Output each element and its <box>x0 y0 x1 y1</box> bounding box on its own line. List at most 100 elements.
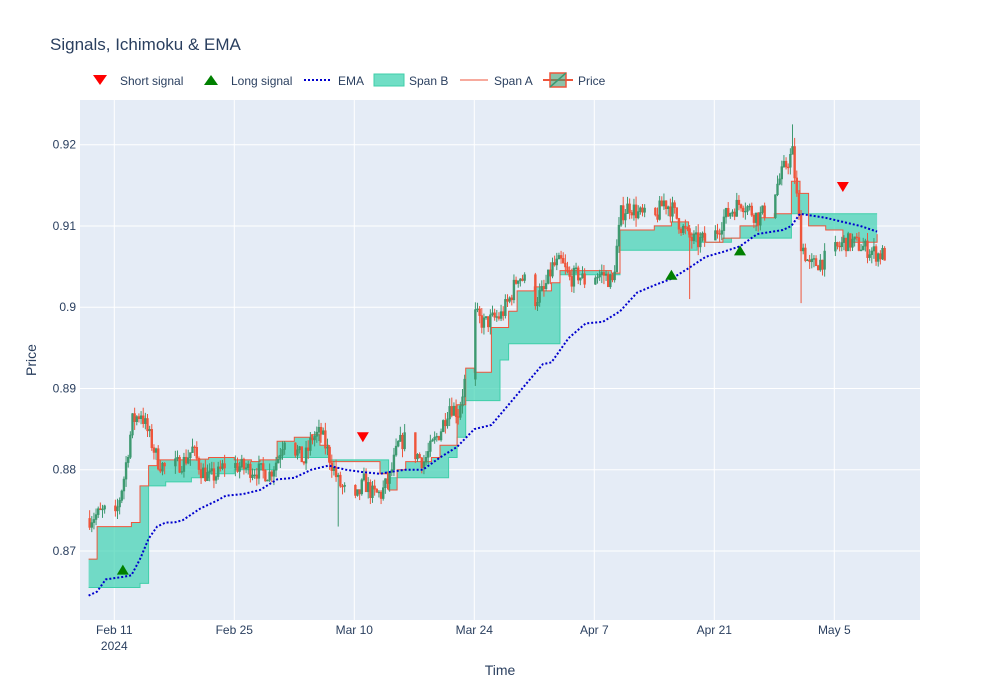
candle-body <box>482 317 486 328</box>
candle-body <box>619 205 623 226</box>
candle-body <box>658 200 661 220</box>
candlestick-legend-icon <box>543 72 573 88</box>
candle-body <box>298 446 301 451</box>
candle-body <box>744 210 747 213</box>
x-axis-title: Time <box>485 662 516 678</box>
candle-body <box>392 454 396 470</box>
candle-body <box>564 262 567 268</box>
candle-body <box>731 211 734 214</box>
candle-body <box>148 429 151 432</box>
candle-body <box>302 461 306 464</box>
legend-label-span-b: Span B <box>409 74 448 88</box>
legend-item-price[interactable]: Price <box>543 72 606 88</box>
candle-body <box>439 431 443 441</box>
candle-body <box>322 430 325 435</box>
x-tick-label: May 5 <box>818 623 851 637</box>
candle-body <box>296 449 299 456</box>
candle-body <box>495 316 498 318</box>
candle-body <box>551 262 554 277</box>
candle-body <box>259 463 263 465</box>
candle-body <box>270 471 273 477</box>
long-signal-legend-icon <box>204 75 218 85</box>
candle-body <box>851 238 854 248</box>
candle-body <box>868 254 871 258</box>
candle-body <box>793 146 796 179</box>
candle-body <box>103 505 106 510</box>
x-tick-label: Feb 25 <box>216 623 254 637</box>
x-tick-label: Mar 10 <box>336 623 374 637</box>
legend-item-short-signal[interactable]: Short signal <box>93 74 183 88</box>
candle-body <box>114 505 117 512</box>
y-tick-label: 0.9 <box>59 300 76 314</box>
candle-body <box>247 463 250 469</box>
short-signal-marker <box>356 432 369 443</box>
candle-body <box>879 253 882 260</box>
candle-body <box>362 473 366 481</box>
candle-body <box>697 232 700 248</box>
candle-body <box>457 416 460 418</box>
legend-item-span-a[interactable]: Span A <box>460 74 533 88</box>
candle-body <box>844 237 848 252</box>
candle-body <box>791 146 794 155</box>
candle-body <box>403 432 406 450</box>
candle-body <box>847 233 850 252</box>
candle-body <box>615 245 618 273</box>
legend-item-ema[interactable]: EMA <box>304 74 364 88</box>
candle-body <box>433 436 436 441</box>
candle-body <box>358 489 361 495</box>
legend[interactable]: Short signal Long signal EMA Span B Span… <box>93 72 606 88</box>
candle-body <box>553 262 556 266</box>
candle-body <box>157 448 160 470</box>
candle-body <box>626 203 629 214</box>
candle-body <box>493 312 496 318</box>
candle-body <box>643 207 646 213</box>
legend-item-span-b[interactable]: Span B <box>373 73 448 88</box>
candle-body <box>677 218 681 230</box>
candle-body <box>328 446 331 464</box>
candle-body <box>812 258 816 260</box>
candle-body <box>729 212 732 217</box>
candle-body <box>487 316 490 328</box>
candle-body <box>877 253 880 262</box>
x-axis: Feb 11 Feb 25 Mar 10 Mar 24 Apr 7 Apr 21 May 5… <box>96 623 851 653</box>
candle-body <box>757 212 760 226</box>
candle-body <box>598 274 601 278</box>
candle-body <box>122 478 126 492</box>
candle-body <box>806 259 809 262</box>
candle-body <box>819 259 822 271</box>
candle-body <box>579 277 582 281</box>
span-b-line <box>88 213 878 588</box>
candle-body <box>94 514 98 520</box>
candle-body <box>268 471 271 481</box>
legend-label-short-signal: Short signal <box>120 74 183 88</box>
candle-body <box>459 405 462 418</box>
candle-body <box>517 280 520 284</box>
short-signal-marker <box>836 181 849 192</box>
candle-body <box>817 265 820 271</box>
candle-body <box>774 194 777 218</box>
candle-body <box>667 206 670 210</box>
candle-body <box>654 207 657 216</box>
candle-body <box>780 166 783 180</box>
candle-body <box>386 478 389 484</box>
candle-body <box>369 482 372 498</box>
candle-body <box>163 462 166 467</box>
legend-item-long-signal[interactable]: Long signal <box>204 74 292 88</box>
candle-body <box>219 466 222 469</box>
candle-body <box>356 489 359 496</box>
candle-body <box>446 418 449 427</box>
candle-body <box>234 462 237 469</box>
candle-body <box>557 255 561 260</box>
candle-body <box>397 441 400 447</box>
candle-body <box>199 469 203 478</box>
candle-body <box>88 518 91 528</box>
candle-body <box>379 491 383 499</box>
candle-body <box>694 232 698 235</box>
candle-body <box>617 224 621 247</box>
y-tick-label: 0.89 <box>53 381 77 395</box>
candle-body <box>836 242 839 247</box>
candle-body <box>540 286 543 291</box>
candle-body <box>180 471 183 473</box>
candle-body <box>382 487 385 499</box>
